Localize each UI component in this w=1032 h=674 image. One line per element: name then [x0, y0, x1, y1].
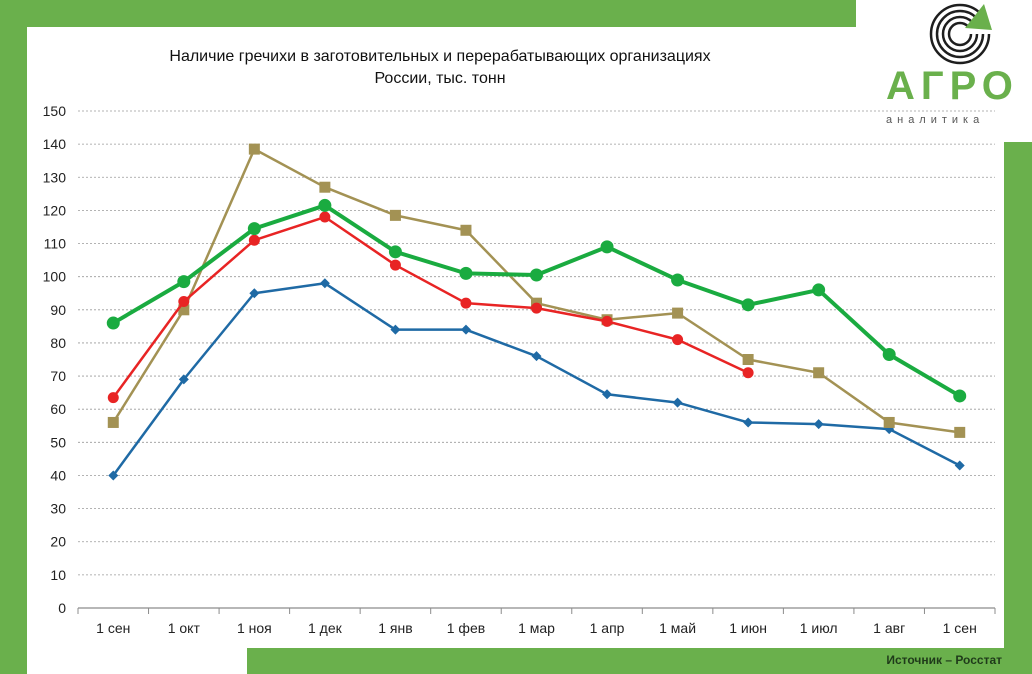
series-1-point: [108, 470, 119, 481]
series-4-point: [882, 348, 896, 362]
logo-name: АГРО: [886, 64, 1019, 108]
y-tick-label: 40: [50, 467, 66, 483]
x-tick-label: 1 янв: [378, 620, 412, 636]
series-1-point: [672, 397, 683, 408]
series-1-point: [743, 417, 754, 428]
y-tick-label: 30: [50, 501, 66, 517]
series-4-point: [953, 389, 967, 403]
frame-bottom-bar: [247, 648, 1032, 674]
y-tick-label: 20: [50, 534, 66, 550]
series-1-point: [178, 374, 189, 385]
x-tick-label: 1 май: [659, 620, 696, 636]
series-3-point: [248, 234, 260, 246]
series-4-point: [177, 275, 191, 289]
x-tick-label: 1 авг: [873, 620, 905, 636]
series-2-point: [742, 354, 754, 365]
y-tick-label: 60: [50, 401, 66, 417]
series-2-point: [460, 224, 472, 236]
series-4-point: [106, 316, 120, 330]
series-2-point: [389, 209, 401, 221]
series-1-point: [460, 324, 471, 335]
series-2-point: [178, 304, 190, 316]
series-2-point: [107, 416, 119, 428]
series-2-point: [319, 181, 331, 193]
logo-subtitle: аналитика: [886, 114, 985, 126]
x-tick-label: 1 фев: [447, 620, 485, 636]
series-3-point: [531, 302, 542, 314]
x-tick-label: 1 июн: [729, 620, 767, 636]
source-note: Источник – Росстат: [886, 653, 1002, 667]
series-line-3: [112, 215, 749, 399]
y-tick-label: 50: [50, 434, 66, 450]
y-tick-label: 140: [43, 136, 67, 152]
series-1-point: [390, 324, 401, 335]
y-tick-label: 70: [50, 368, 66, 384]
x-tick-label: 1 сен: [96, 620, 130, 636]
series-2-point: [813, 367, 825, 379]
series-4-point: [318, 198, 332, 212]
series-1-point: [602, 389, 613, 400]
x-tick-label: 1 июл: [800, 620, 838, 636]
series-4-point: [812, 283, 826, 297]
series-4-point: [530, 268, 543, 282]
series-3-point: [319, 211, 331, 223]
series-1-point: [319, 278, 330, 289]
series-4-point: [671, 273, 685, 287]
line-chart: 0 10 20 30 40 50 60 70 80 90 100 110 120 130 140 150 1 с…: [43, 103, 996, 636]
agro-logo-icon: [929, 3, 998, 65]
series-2-point: [672, 307, 684, 319]
x-tick-label: 1 мар: [518, 620, 555, 636]
series-3-point: [742, 367, 754, 379]
y-tick-label: 120: [43, 202, 67, 218]
chart-title: Наличие гречихи в заготовительных и пере…: [169, 48, 711, 87]
x-tick-label: 1 окт: [168, 620, 201, 636]
series-3-point: [107, 392, 119, 404]
series-4-point: [247, 222, 261, 236]
series-1-point: [249, 288, 260, 299]
x-tick-label: 1 апр: [590, 620, 625, 636]
x-tick-label: 1 сен: [943, 620, 977, 636]
y-tick-label: 110: [44, 236, 67, 252]
series-3-point: [672, 334, 684, 346]
y-tick-label: 150: [43, 103, 67, 119]
frame-top-bar: [0, 0, 856, 27]
series-1-point: [813, 419, 824, 430]
series-3-point: [460, 297, 472, 309]
series-line-2: [112, 147, 960, 434]
series-3-point: [389, 259, 401, 271]
x-tick-label: 1 дек: [308, 620, 343, 636]
series-3-point: [601, 315, 613, 327]
series-2-point: [883, 416, 895, 428]
series-4-point: [741, 298, 755, 312]
series-1-point: [531, 351, 542, 362]
y-tick-label: 130: [43, 169, 67, 185]
series-4-point: [600, 240, 614, 254]
y-tick-label: 0: [58, 600, 66, 616]
series-4-point: [388, 245, 402, 259]
frame-right-bar: [1004, 142, 1032, 674]
series-2-point: [954, 426, 966, 438]
y-tick-label: 100: [43, 269, 67, 285]
series-2-point: [248, 143, 260, 155]
x-tick-label: 1 ноя: [237, 620, 272, 636]
y-tick-label: 80: [50, 335, 66, 351]
y-tick-label: 10: [50, 567, 66, 583]
series-1-point: [954, 460, 965, 471]
y-tick-label: 90: [50, 302, 66, 318]
series-3-point: [178, 296, 190, 308]
series-4-point: [459, 266, 473, 280]
frame-left-bar: [0, 0, 27, 674]
